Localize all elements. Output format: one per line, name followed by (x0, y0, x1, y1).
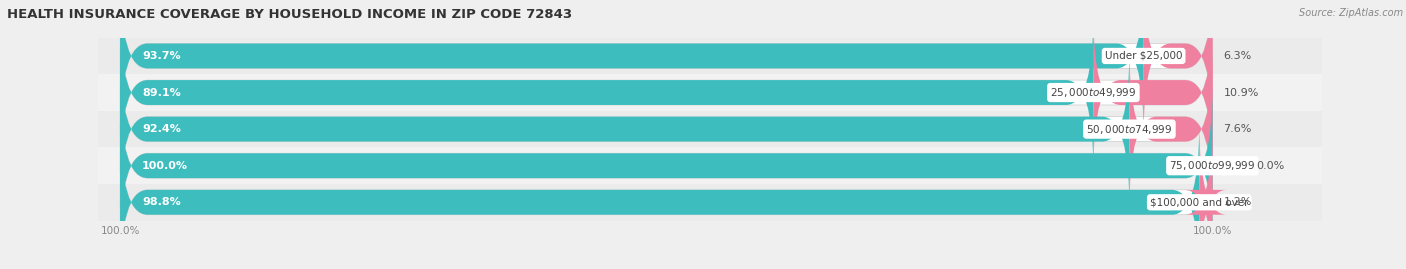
FancyBboxPatch shape (121, 13, 1094, 172)
Text: 10.9%: 10.9% (1223, 87, 1258, 98)
Text: 0.0%: 0.0% (1256, 161, 1284, 171)
Bar (98, 111, 1322, 147)
Text: $50,000 to $74,999: $50,000 to $74,999 (1087, 123, 1173, 136)
Text: 7.6%: 7.6% (1223, 124, 1251, 134)
Bar (98, 74, 1322, 111)
Text: 6.3%: 6.3% (1223, 51, 1251, 61)
Bar (98, 184, 1322, 221)
Text: $75,000 to $99,999: $75,000 to $99,999 (1170, 159, 1256, 172)
Text: Under $25,000: Under $25,000 (1105, 51, 1182, 61)
FancyBboxPatch shape (121, 87, 1212, 245)
FancyBboxPatch shape (121, 123, 1199, 269)
FancyBboxPatch shape (1094, 13, 1212, 172)
Text: HEALTH INSURANCE COVERAGE BY HOUSEHOLD INCOME IN ZIP CODE 72843: HEALTH INSURANCE COVERAGE BY HOUSEHOLD I… (7, 8, 572, 21)
FancyBboxPatch shape (121, 50, 1129, 208)
FancyBboxPatch shape (1143, 0, 1212, 135)
FancyBboxPatch shape (1185, 123, 1226, 269)
Text: 93.7%: 93.7% (142, 51, 181, 61)
FancyBboxPatch shape (121, 13, 1212, 172)
FancyBboxPatch shape (121, 123, 1212, 269)
Text: 89.1%: 89.1% (142, 87, 181, 98)
FancyBboxPatch shape (121, 0, 1143, 135)
Text: 1.2%: 1.2% (1223, 197, 1251, 207)
Text: 100.0%: 100.0% (142, 161, 188, 171)
Bar (98, 147, 1322, 184)
Bar (98, 38, 1322, 74)
Text: $100,000 and over: $100,000 and over (1150, 197, 1249, 207)
FancyBboxPatch shape (1129, 50, 1212, 208)
Text: 92.4%: 92.4% (142, 124, 181, 134)
Text: 98.8%: 98.8% (142, 197, 181, 207)
FancyBboxPatch shape (121, 0, 1212, 135)
FancyBboxPatch shape (121, 50, 1212, 208)
Text: $25,000 to $49,999: $25,000 to $49,999 (1050, 86, 1136, 99)
Text: Source: ZipAtlas.com: Source: ZipAtlas.com (1299, 8, 1403, 18)
FancyBboxPatch shape (121, 87, 1212, 245)
